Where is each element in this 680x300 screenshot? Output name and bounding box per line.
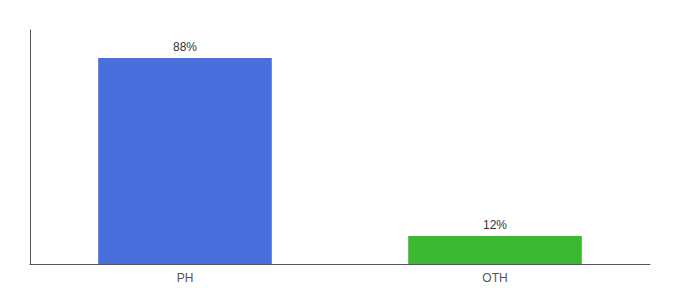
svg-text:PH: PH [177,271,194,285]
svg-text:12%: 12% [483,218,507,232]
svg-text:88%: 88% [173,40,197,54]
svg-text:OTH: OTH [482,271,507,285]
